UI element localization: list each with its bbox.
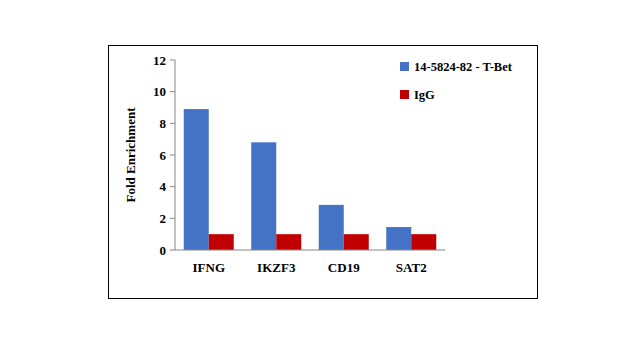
x-tick-label: IFNG [193, 260, 226, 275]
legend-swatch [400, 90, 409, 99]
bar [344, 234, 369, 250]
chart: 0 2 4 6 8 10 12 IFNG IKZF3 CD19 SAT2 Fold Enrichmen… [0, 0, 641, 357]
x-tick-label: CD19 [328, 260, 360, 275]
y-tick-label: 6 [160, 148, 167, 163]
bar [411, 234, 436, 250]
y-tick-label: 12 [153, 53, 166, 68]
y-tick [170, 60, 175, 61]
legend-label: IgG [414, 88, 435, 102]
bar [386, 227, 411, 250]
bar [184, 109, 209, 250]
x-axis [175, 250, 445, 251]
bar [276, 234, 301, 250]
y-tick-label: 8 [160, 116, 167, 131]
y-tick [170, 91, 175, 92]
y-tick [170, 186, 175, 187]
y-tick [170, 218, 175, 219]
legend-swatch [400, 62, 409, 71]
y-tick-label: 2 [160, 211, 167, 226]
bars [184, 109, 437, 250]
y-tick-label: 0 [160, 243, 167, 258]
y-tick [170, 123, 175, 124]
y-tick-label: 4 [160, 179, 167, 194]
x-tick-label: SAT2 [396, 260, 427, 275]
y-tick [170, 250, 175, 251]
x-tick-label: IKZF3 [257, 260, 296, 275]
bar [209, 234, 234, 250]
y-axis-title: Fold Enrichment [123, 107, 138, 203]
legend-label: 14-5824-82 - T-Bet [414, 60, 513, 74]
y-axis [175, 60, 176, 250]
y-tick [170, 155, 175, 156]
frame [109, 46, 538, 299]
bar [319, 205, 344, 250]
y-tick-label: 10 [153, 84, 166, 99]
bar [251, 142, 276, 250]
